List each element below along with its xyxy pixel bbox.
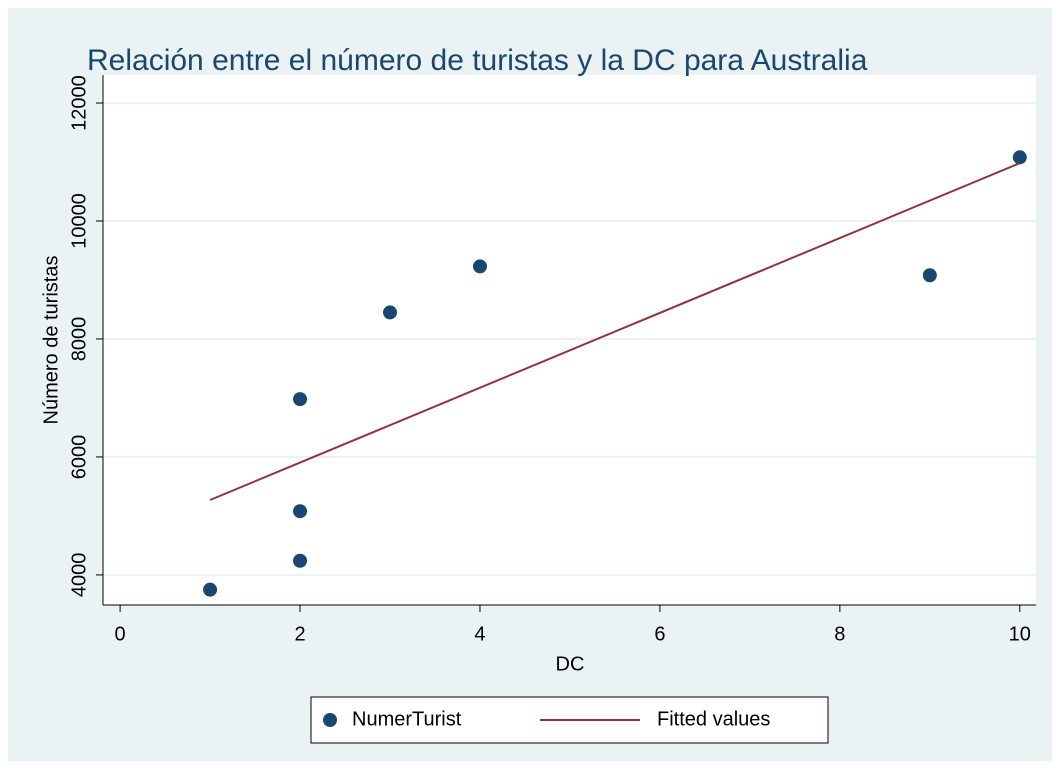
point [472, 259, 487, 274]
y-tick-label: 4000 [68, 553, 90, 598]
point [293, 504, 308, 519]
x-tick-label: 8 [834, 623, 845, 645]
plot-area [103, 75, 1036, 605]
x-tick-label: 10 [1009, 623, 1031, 645]
y-tick-label: 10000 [68, 193, 90, 249]
point [383, 305, 398, 320]
chart-title: Relación entre el número de turistas y l… [87, 44, 868, 77]
point [922, 268, 937, 283]
point [1012, 150, 1027, 165]
x-axis-title: DC [556, 653, 585, 675]
x-tick-label: 4 [474, 623, 485, 645]
y-tick-label: 6000 [68, 435, 90, 480]
point [293, 392, 308, 407]
point [293, 553, 308, 568]
y-tick-label: 8000 [68, 317, 90, 362]
x-tick-label: 6 [654, 623, 665, 645]
y-tick-label: 12000 [68, 75, 90, 131]
y-axis-title: Número de turistas [40, 256, 62, 425]
x-tick-label: 0 [115, 623, 126, 645]
x-tick-label: 2 [294, 623, 305, 645]
legend-label: Fitted values [657, 708, 770, 730]
fit-line [209, 162, 1021, 501]
legend-marker [323, 713, 337, 727]
point [203, 582, 218, 597]
legend-label: NumerTurist [352, 708, 462, 730]
